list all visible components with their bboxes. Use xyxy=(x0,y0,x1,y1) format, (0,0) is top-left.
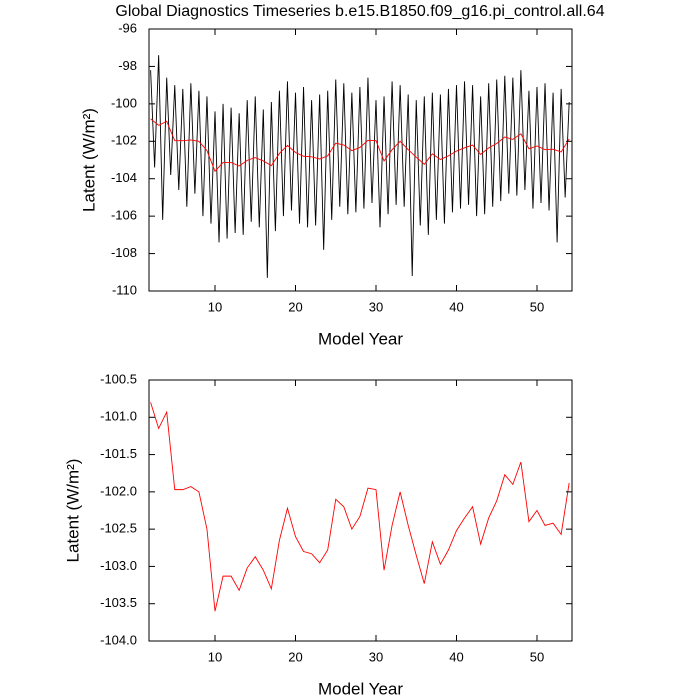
x-tick-label: 30 xyxy=(369,299,383,314)
plot-frame xyxy=(148,28,573,292)
y-tick-label: -100 xyxy=(111,95,137,110)
y-tick-label: -101.0 xyxy=(100,409,137,424)
x-tick-label: 30 xyxy=(369,649,383,664)
y-tick-label: -108 xyxy=(111,245,137,260)
y-tick-label: -104.0 xyxy=(100,632,137,647)
chart-title: Global Diagnostics Timeseries b.e15.B185… xyxy=(115,3,604,20)
y-tick-label: -98 xyxy=(118,58,137,73)
y-tick-label: -110 xyxy=(112,282,137,297)
data-line xyxy=(150,118,570,173)
y-tick-label: -102.0 xyxy=(100,483,137,498)
data-line xyxy=(150,55,570,278)
y-tick-label: -100.5 xyxy=(100,371,137,386)
y-axis-label: Latent (W/m²) xyxy=(63,459,82,563)
x-tick-label: 20 xyxy=(288,649,302,664)
x-tick-label: 50 xyxy=(530,299,544,314)
y-tick-label: -106 xyxy=(111,208,137,223)
y-tick-label: -104 xyxy=(111,170,137,185)
plot-frame xyxy=(148,379,573,642)
data-line xyxy=(150,402,570,612)
y-tick-label: -96 xyxy=(118,20,137,35)
y-tick-label: -102.5 xyxy=(100,521,137,536)
y-tick-label: -102 xyxy=(111,133,137,148)
y-axis-label: Latent (W/m²) xyxy=(79,108,98,212)
x-tick-label: 40 xyxy=(449,649,463,664)
y-tick-label: -103.0 xyxy=(100,558,137,573)
x-axis-label: Model Year xyxy=(318,329,403,348)
y-tick-label: -101.5 xyxy=(100,446,137,461)
x-axis-label: Model Year xyxy=(318,679,403,698)
x-tick-label: 20 xyxy=(288,299,302,314)
x-tick-label: 10 xyxy=(208,299,222,314)
x-tick-label: 50 xyxy=(530,649,544,664)
x-tick-label: 40 xyxy=(449,299,463,314)
y-tick-label: -103.5 xyxy=(100,595,137,610)
x-tick-label: 10 xyxy=(208,649,222,664)
